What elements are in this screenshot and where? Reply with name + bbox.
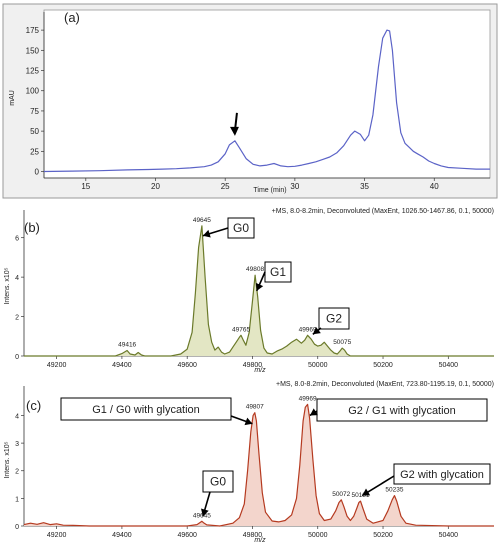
y-tick-label: 25 [30,147,39,156]
panel-label: (b) [24,220,40,235]
callout-arrow-head [255,282,264,291]
chart-title: +MS, 8.0-8.2min, Deconvoluted (MaxEnt, 7… [276,381,494,388]
y-axis-label: Intens. x10⁵ [4,441,11,478]
peak-arrow-head [229,126,239,136]
x-tick-label: 49200 [47,362,67,369]
peak-label: 50131 [351,492,369,499]
callout-label: G2 / G1 with glycation [348,405,456,417]
peak-label: 50235 [385,487,403,494]
x-tick-label: 49600 [177,532,197,539]
peak-label: 49969 [299,395,317,402]
callout-arrow-head [244,417,253,426]
x-tick-label: 49400 [112,532,132,539]
callout-arrow-head [362,488,371,496]
callout-box [393,463,491,485]
peak-label: 49765 [232,326,250,333]
callout-label: G1 [270,265,286,279]
peak-label: 49808 [246,266,264,273]
chart-title: +MS, 8.0-8.2min, Deconvoluted (MaxEnt, 1… [272,208,494,215]
series-line [24,225,494,357]
panel-a: 15 20 25 30 35 40 0 25 50 75 100 125 150 175 Time (min… [2,3,498,199]
callout-arrow-head [312,326,321,335]
x-tick-label: 50400 [439,362,459,369]
x-tick-label: 50000 [308,362,328,369]
callout-label: G0 [233,221,249,235]
y-tick-label: 100 [26,87,40,96]
callout-box [318,307,350,330]
callout-arrow-head [202,229,211,238]
y-tick-label: 50 [30,127,39,136]
x-axis-label: m/z [254,367,266,374]
callout-label: G0 [210,475,226,489]
y-tick-label: 4 [15,275,19,282]
peak-label: 50072 [332,491,350,498]
panel-b: 49200 49400 49600 49800 50000 50200 50400 0 2 4 6 m… [4,208,494,374]
x-tick-label: 20 [151,182,160,191]
callout-box [202,470,234,493]
callout-label: G2 [326,312,342,326]
x-tick-label: 15 [81,182,90,191]
y-tick-label: 3 [15,441,19,448]
plot-area [43,9,491,179]
peak-label: 49416 [118,341,136,348]
series-line [23,403,494,527]
x-tick-label: 50400 [439,532,459,539]
peak-label: 49645 [193,217,211,224]
callout-box [316,398,488,422]
y-tick-label: 125 [26,67,40,76]
x-tick-label: 35 [360,182,369,191]
peak-label: 49807 [246,404,264,411]
peak-label: 50075 [333,339,351,346]
y-tick-label: 0 [15,354,19,361]
panel-label: (a) [64,10,80,25]
callout-box [60,397,232,421]
x-tick-label: 25 [221,182,230,191]
callout-label: G1 / G0 with glycation [92,404,200,416]
y-tick-label: 0 [15,524,19,531]
series-line [43,29,490,173]
callout-label: G2 with glycation [400,469,484,481]
y-tick-label: 0 [35,168,40,177]
x-tick-label: 49400 [112,362,132,369]
series-fill [24,404,494,526]
y-tick-label: 4 [15,413,19,420]
x-tick-label: 50200 [373,362,393,369]
x-tick-label: 50200 [373,532,393,539]
y-tick-label: 6 [15,236,19,243]
callout-arrow-head [309,408,318,416]
y-axis-label: mAU [9,90,16,106]
y-tick-label: 150 [26,46,40,55]
x-tick-label: 49800 [243,362,263,369]
y-tick-label: 175 [26,26,40,35]
x-tick-label: 49200 [47,532,67,539]
x-axis-label: Time (min) [253,187,286,194]
y-tick-label: 2 [15,315,19,322]
x-tick-label: 49800 [243,532,263,539]
x-tick-label: 49600 [177,362,197,369]
y-tick-label: 75 [30,107,39,116]
peak-label: 49645 [193,512,211,519]
peak-label: 49969 [299,326,317,333]
y-axis-label: Intens. x10⁵ [4,267,11,304]
panel-label: (c) [26,398,41,413]
x-tick-label: 50000 [308,532,328,539]
panel-c: 49200 49400 49600 49800 50000 50200 50400 0 1 2 3 4… [4,381,494,544]
y-tick-label: 1 [15,496,19,503]
x-axis-label: m/z [254,537,266,544]
callout-arrow-head [200,508,209,517]
x-tick-label: 40 [430,182,439,191]
series-fill [24,225,494,356]
x-tick-label: 30 [290,182,299,191]
y-tick-label: 2 [15,469,19,476]
